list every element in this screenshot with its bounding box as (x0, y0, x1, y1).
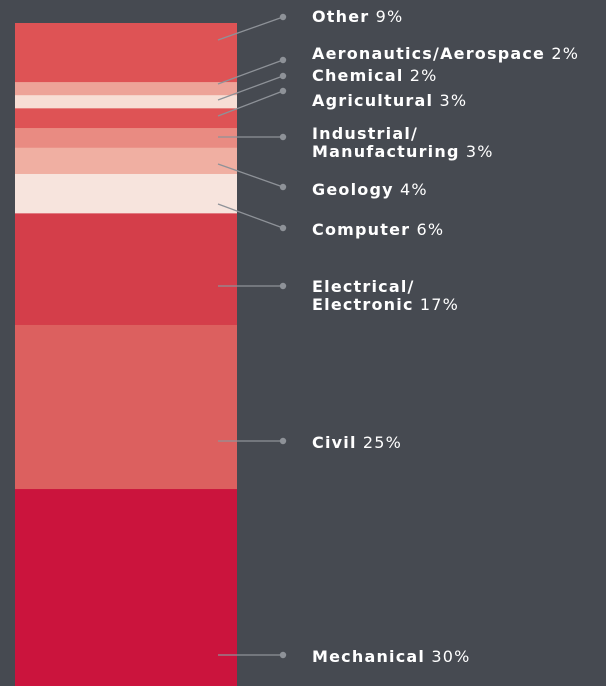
category-name: Manufacturing (312, 142, 460, 161)
leader-line-aeronautics-aerospace (217, 59, 284, 85)
leader-dot-chemical (279, 72, 287, 80)
bar-segment-industrial-manufacturing (15, 128, 237, 149)
bar-segment-other (15, 23, 237, 83)
percent-value: 30% (425, 647, 471, 666)
percent-value: 2% (403, 66, 438, 85)
leader-line-other (217, 16, 284, 41)
leader-dot-agricultural (279, 87, 287, 95)
bar-segment-computer (15, 173, 237, 214)
data-label-computer: Computer 6% (312, 221, 444, 239)
category-name: Agricultural (312, 91, 434, 110)
bar-segment-geology (15, 147, 237, 175)
data-label-industrial-manufacturing: Industrial/Manufacturing 3% (312, 125, 494, 161)
leader-dot-electrical-electronic (279, 282, 287, 290)
leader-dot-mechanical (279, 651, 287, 659)
category-name: Industrial/ (312, 124, 419, 143)
leader-line-chemical (217, 75, 284, 101)
category-name: Aeronautics/Aerospace (312, 44, 546, 63)
category-name: Chemical (312, 66, 404, 85)
percent-value: 2% (545, 44, 580, 63)
data-label-electrical-electronic: Electrical/Electronic 17% (312, 278, 459, 314)
leader-line-computer (217, 203, 284, 229)
category-name: Other (312, 7, 370, 26)
category-name: Electronic (312, 295, 414, 314)
leader-dot-aeronautics-aerospace (279, 56, 287, 64)
leader-dot-industrial-manufacturing (279, 133, 287, 141)
bar-segment-chemical (15, 95, 237, 109)
leader-dot-geology (279, 183, 287, 191)
category-name: Civil (312, 433, 357, 452)
data-label-civil: Civil 25% (312, 434, 402, 452)
leader-dot-computer (279, 224, 287, 232)
bar-segment-aeronautics-aerospace (15, 82, 237, 96)
data-label-agricultural: Agricultural 3% (312, 92, 467, 110)
percent-value: 4% (393, 180, 428, 199)
percent-value: 3% (459, 142, 494, 161)
category-name: Computer (312, 220, 411, 239)
data-label-aeronautics-aerospace: Aeronautics/Aerospace 2% (312, 45, 579, 63)
data-label-geology: Geology 4% (312, 181, 428, 199)
percent-value: 25% (356, 433, 403, 452)
percent-value: 9% (369, 7, 404, 26)
leader-line-agricultural (217, 90, 284, 117)
data-label-other: Other 9% (312, 8, 403, 26)
leader-dot-other (279, 13, 287, 21)
category-name: Electrical/ (312, 277, 415, 296)
category-name: Mechanical (312, 647, 426, 666)
bar-segment-agricultural (15, 108, 237, 129)
category-name: Geology (312, 180, 394, 199)
leader-line-geology (217, 163, 284, 188)
bar-segment-electrical-electronic (15, 213, 237, 326)
percent-value: 6% (410, 220, 445, 239)
percent-value: 17% (413, 295, 460, 314)
bar-segment-civil (15, 324, 237, 490)
leader-dot-civil (279, 437, 287, 445)
percent-value: 3% (433, 91, 468, 110)
data-label-chemical: Chemical 2% (312, 67, 438, 85)
bar-segment-mechanical (15, 489, 237, 686)
data-label-mechanical: Mechanical 30% (312, 648, 471, 666)
